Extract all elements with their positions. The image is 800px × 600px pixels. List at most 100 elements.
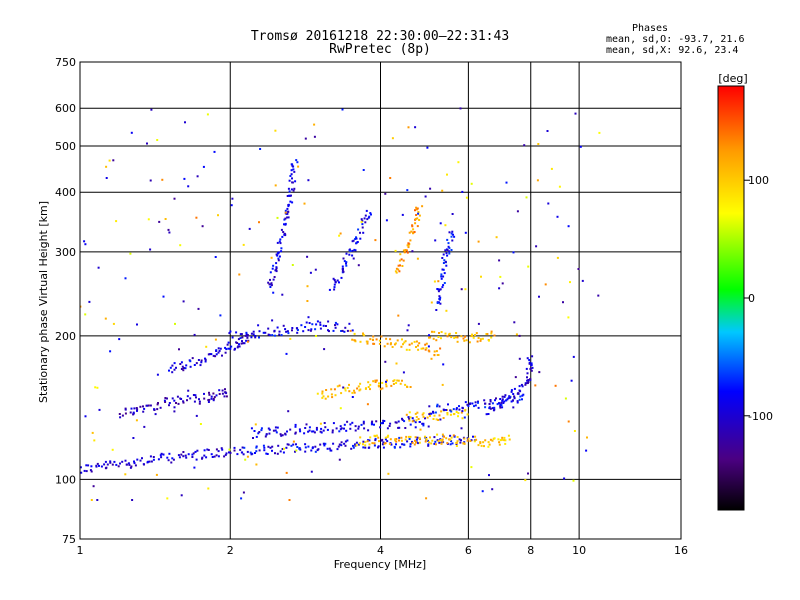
scatter-point — [527, 381, 529, 384]
scatter-point — [384, 438, 387, 441]
scatter-point — [441, 383, 444, 386]
scatter-point — [105, 165, 108, 168]
scatter-point — [239, 448, 242, 451]
scatter-point — [435, 339, 438, 342]
scatter-point — [205, 345, 208, 348]
scatter-point — [378, 440, 380, 443]
scatter-point — [430, 301, 433, 304]
scatter-point — [407, 126, 410, 129]
scatter-point — [417, 212, 420, 215]
scatter-point — [118, 338, 121, 341]
scatter-point — [455, 411, 458, 413]
scatter-point — [373, 444, 376, 447]
scatter-point — [339, 425, 342, 428]
scatter-point — [415, 438, 418, 441]
scatter-point — [157, 458, 160, 461]
scatter-point — [512, 406, 515, 409]
scatter-point — [182, 401, 185, 404]
scatter-point — [184, 121, 186, 124]
scatter-point — [254, 452, 256, 454]
scatter-point — [442, 262, 445, 264]
scatter-point — [567, 420, 570, 423]
scatter-point — [191, 357, 194, 360]
scatter-point — [271, 445, 274, 448]
scatter-point — [338, 443, 341, 446]
scatter-point — [445, 409, 448, 411]
scatter-point — [535, 245, 538, 248]
scatter-point — [529, 367, 532, 370]
scatter-point — [487, 441, 490, 444]
scatter-point — [343, 330, 346, 333]
scatter-point — [241, 340, 243, 343]
scatter-point — [80, 471, 83, 474]
scatter-point — [429, 436, 431, 439]
scatter-point — [510, 390, 513, 393]
scatter-point — [424, 195, 427, 198]
scatter-point — [147, 218, 150, 221]
scatter-point — [366, 218, 369, 221]
scatter-point — [443, 282, 446, 284]
scatter-point — [472, 336, 475, 339]
scatter-point — [286, 330, 289, 333]
scatter-point — [125, 463, 128, 466]
scatter-point — [390, 443, 393, 446]
scatter-point — [495, 397, 497, 400]
scatter-point — [115, 220, 118, 223]
scatter-point — [320, 431, 323, 434]
scatter-point — [409, 443, 412, 445]
scatter-point — [425, 437, 428, 440]
scatter-point — [351, 329, 354, 332]
scatter-point — [314, 445, 317, 448]
scatter-point — [426, 416, 429, 419]
scatter-point — [524, 382, 527, 385]
scatter-point — [424, 440, 427, 443]
scatter-point — [180, 361, 183, 364]
y-tick-label: 400 — [55, 186, 76, 199]
scatter-point — [415, 346, 417, 348]
scatter-point — [422, 415, 425, 418]
scatter-point — [375, 379, 378, 382]
scatter-point — [437, 419, 440, 421]
scatter-point — [240, 333, 243, 336]
scatter-point — [195, 216, 198, 219]
scatter-point — [321, 396, 324, 399]
scatter-point — [345, 262, 347, 265]
scatter-point — [439, 222, 442, 225]
scatter-point — [105, 466, 108, 469]
scatter-point — [275, 262, 278, 265]
scatter-point — [446, 238, 449, 241]
scatter-point — [182, 369, 185, 372]
scatter-point — [112, 322, 115, 325]
scatter-point — [325, 325, 327, 327]
scatter-point — [521, 394, 524, 397]
scatter-point — [345, 264, 348, 267]
scatter-point — [285, 471, 288, 474]
scatter-point — [334, 324, 336, 327]
scatter-point — [497, 438, 500, 441]
scatter-point — [447, 245, 450, 248]
scatter-point — [513, 395, 516, 398]
scatter-point — [395, 382, 398, 384]
scatter-point — [394, 438, 397, 441]
scatter-point — [518, 334, 521, 337]
scatter-point — [471, 334, 474, 337]
scatter-point — [85, 470, 88, 473]
scatter-point — [291, 329, 293, 332]
scatter-point — [444, 332, 447, 335]
scatter-point — [214, 338, 217, 341]
scatter-point — [193, 466, 196, 469]
scatter-point — [380, 335, 383, 338]
scatter-point — [427, 444, 430, 447]
scatter-point — [342, 257, 345, 260]
scatter-point — [304, 326, 307, 328]
scatter-point — [439, 347, 442, 350]
y-tick-label: 300 — [55, 246, 76, 259]
y-tick-label: 200 — [55, 330, 76, 343]
scatter-point — [332, 442, 335, 445]
scatter-point — [481, 337, 484, 340]
scatter-point — [229, 451, 232, 454]
scatter-point — [409, 435, 412, 438]
scatter-point — [355, 236, 357, 239]
scatter-point — [348, 253, 351, 256]
scatter-point — [506, 398, 509, 401]
